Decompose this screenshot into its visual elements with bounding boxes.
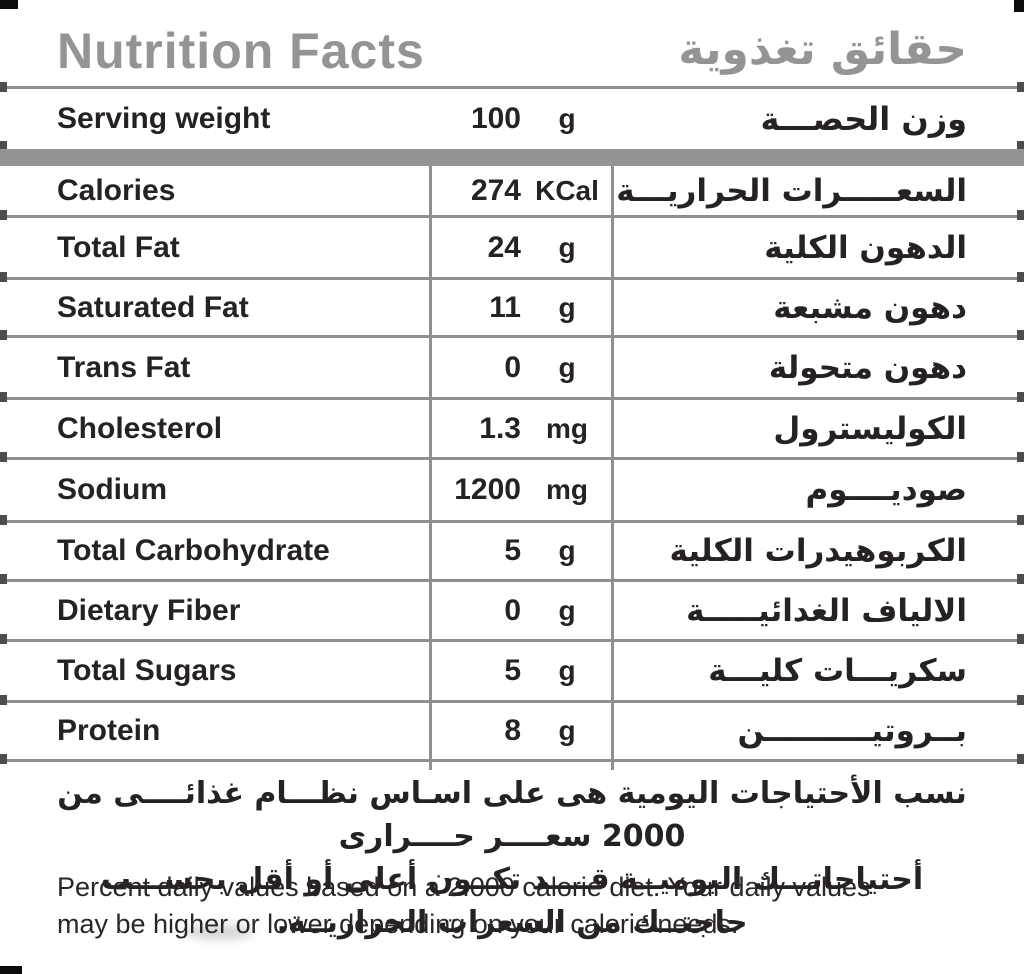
nutrient-unit: g [558, 231, 576, 263]
nutrient-label-arabic: الكوليسترول [773, 410, 967, 447]
nutrient-value: 1200 [454, 473, 521, 506]
serving-value: 100 [470, 102, 521, 135]
nutrient-value: 5 [504, 654, 521, 687]
footer-arabic-line1: نسب الأحتياجات اليومية هى على اسـاس نظــ… [57, 776, 967, 854]
nutrient-label-arabic: دهون متحولة [768, 349, 967, 386]
header-divider-right-cap [1017, 82, 1024, 92]
nutrient-unit: mg [546, 474, 588, 505]
table-row: Sodium 1200 mg صوديــــوم [0, 460, 1024, 525]
table-row: Trans Fat 0 g دهون متحولة [0, 338, 1024, 402]
table-row: Total Sugars 5 g سكريـــات كليـــة [0, 642, 1024, 705]
nutrient-label-english: Total Fat [57, 230, 180, 264]
table-row: Saturated Fat 11 g دهون مشبعة [0, 280, 1024, 340]
table-row: Dietary Fiber 0 g الالياف الغدائيـــــة [0, 582, 1024, 644]
nutrient-unit: KCal [535, 174, 599, 206]
nutrient-value-cell: 11 g [431, 291, 613, 325]
nutrient-value: 274 [470, 173, 521, 207]
nutrient-value: 24 [487, 230, 521, 264]
nutrient-label-english: Total Sugars [57, 654, 237, 687]
nutrient-unit: mg [546, 412, 588, 444]
table-row: Cholesterol 1.3 mg الكوليسترول [0, 400, 1024, 462]
nutrient-label-english: Saturated Fat [57, 290, 249, 324]
nutrient-value-cell: 24 g [431, 231, 613, 265]
nutrient-label-arabic: سكريـــات كليـــة [708, 653, 967, 689]
nutrient-value-cell: 0 g [431, 351, 613, 385]
nutrient-unit: g [558, 291, 576, 323]
nutrient-label-arabic: دهون مشبعة [773, 289, 967, 326]
scan-artifact-smudge [185, 924, 255, 940]
nutrient-value-cell: 8 g [431, 714, 613, 748]
label-title-arabic: حقائق تغذوية [678, 24, 967, 75]
nutrient-value: 5 [504, 534, 521, 567]
nutrient-unit: g [558, 655, 576, 686]
nutrient-value-cell: 5 g [431, 654, 613, 688]
nutrient-label-english: Trans Fat [57, 350, 191, 384]
nutrient-label-arabic: السعـــــرات الحراريـــة [616, 172, 967, 209]
table-row: Calories 274 KCal السعـــــرات الحراريــ… [0, 166, 1024, 220]
scan-artifact-top-right [1014, 0, 1024, 12]
nutrient-value: 1.3 [479, 411, 521, 445]
nutrient-value: 0 [504, 350, 521, 384]
nutrient-label-arabic: بــروتيــــــــــن [737, 713, 967, 749]
nutrient-label-english: Dietary Fiber [57, 593, 241, 627]
nutrient-unit: g [558, 351, 576, 383]
nutrient-value: 8 [504, 714, 521, 747]
nutrient-label-english: Total Carbohydrate [57, 534, 330, 567]
header-divider-line [0, 86, 1024, 89]
serving-unit: g [558, 103, 576, 134]
nutrient-value-cell: 1.3 mg [431, 412, 613, 446]
scan-artifact-bottom-left [0, 966, 22, 974]
nutrient-value: 0 [504, 593, 521, 627]
table-row: Total Fat 24 g الدهون الكلية [0, 218, 1024, 282]
nutrient-label-english: Sodium [57, 473, 167, 506]
nutrient-label-english: Cholesterol [57, 411, 223, 445]
nutrient-label-arabic: صوديــــوم [805, 472, 967, 508]
footer-english-line1: Percent daily values based on a 2.000 ca… [57, 872, 871, 902]
serving-value-cell: 100 g [431, 102, 613, 136]
header-divider-left-cap [0, 82, 7, 92]
nutrient-unit: g [558, 715, 576, 746]
nutrient-unit: g [558, 535, 576, 566]
serving-label-arabic: وزن الحصـــة [760, 100, 967, 138]
footer-arabic-line2: أحتياجاتـــك اليوميــة قــــد تكــون أعل… [100, 862, 924, 940]
label-title-english: Nutrition Facts [57, 23, 425, 79]
nutrient-value-cell: 0 g [431, 594, 613, 628]
nutrient-unit: g [558, 594, 576, 626]
nutrition-table-rows: Calories 274 KCal السعـــــرات الحراريــ… [0, 166, 1024, 764]
footer-english: Percent daily values based on a 2.000 ca… [57, 869, 984, 943]
scan-artifact-top-left [0, 0, 18, 9]
nutrient-value-cell: 5 g [431, 534, 613, 568]
serving-divider-right-cap [1017, 141, 1024, 149]
table-column-divider-left [429, 166, 432, 770]
serving-divider-left-cap [0, 141, 7, 149]
serving-label-english: Serving weight [57, 102, 271, 135]
nutrient-label-arabic: الكربوهيدرات الكلية [669, 533, 967, 569]
nutrient-label-english: Calories [57, 173, 176, 207]
table-row: Protein 8 g بــروتيــــــــــن [0, 703, 1024, 764]
thick-separator-bar [0, 149, 1024, 166]
table-row: Total Carbohydrate 5 g الكربوهيدرات الكل… [0, 523, 1024, 584]
nutrient-label-arabic: الالياف الغدائيـــــة [686, 592, 967, 629]
nutrient-label-arabic: الدهون الكلية [764, 229, 967, 266]
serving-weight-row: Serving weight 100 g وزن الحصـــة [0, 89, 1024, 149]
footer-english-line2: may be higher or lower depending on your… [57, 909, 739, 939]
nutrient-value-cell: 274 KCal [431, 174, 613, 208]
nutrient-value-cell: 1200 mg [431, 473, 613, 507]
footer-arabic: نسب الأحتياجات اليومية هى على اسـاس نظــ… [40, 772, 984, 944]
nutrient-label-english: Protein [57, 714, 161, 747]
table-column-divider-right [611, 166, 614, 770]
nutrient-value: 11 [489, 290, 521, 324]
